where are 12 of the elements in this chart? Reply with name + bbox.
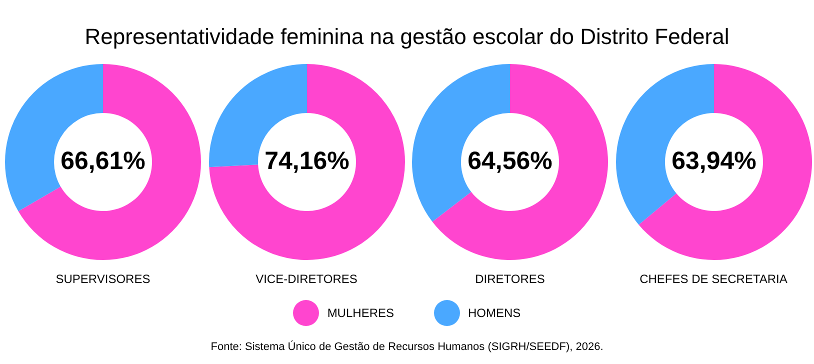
text: VICE-DIRETORES [254,272,358,286]
text: DIRETORES [474,272,546,286]
data-label: 64,56% [468,146,552,175]
chart-title: Representatividade feminina na gestão escolar do Distrito Federal [84,24,730,50]
data-label: 74,16% [264,146,349,175]
text: SUPERVISORES [54,272,152,286]
data-label: 63,94% [671,146,756,175]
legend-label: MULHERES [327,306,394,320]
source-note: Fonte: Sistema Único de Gestão de Recursos Humanos (SIGRH/SEEDF), 2026. [210,341,604,353]
text: CHEFES DE SECRETARIA [638,272,788,286]
data-label: 66,61% [60,146,146,175]
legend-label: HOMENS [468,306,521,320]
